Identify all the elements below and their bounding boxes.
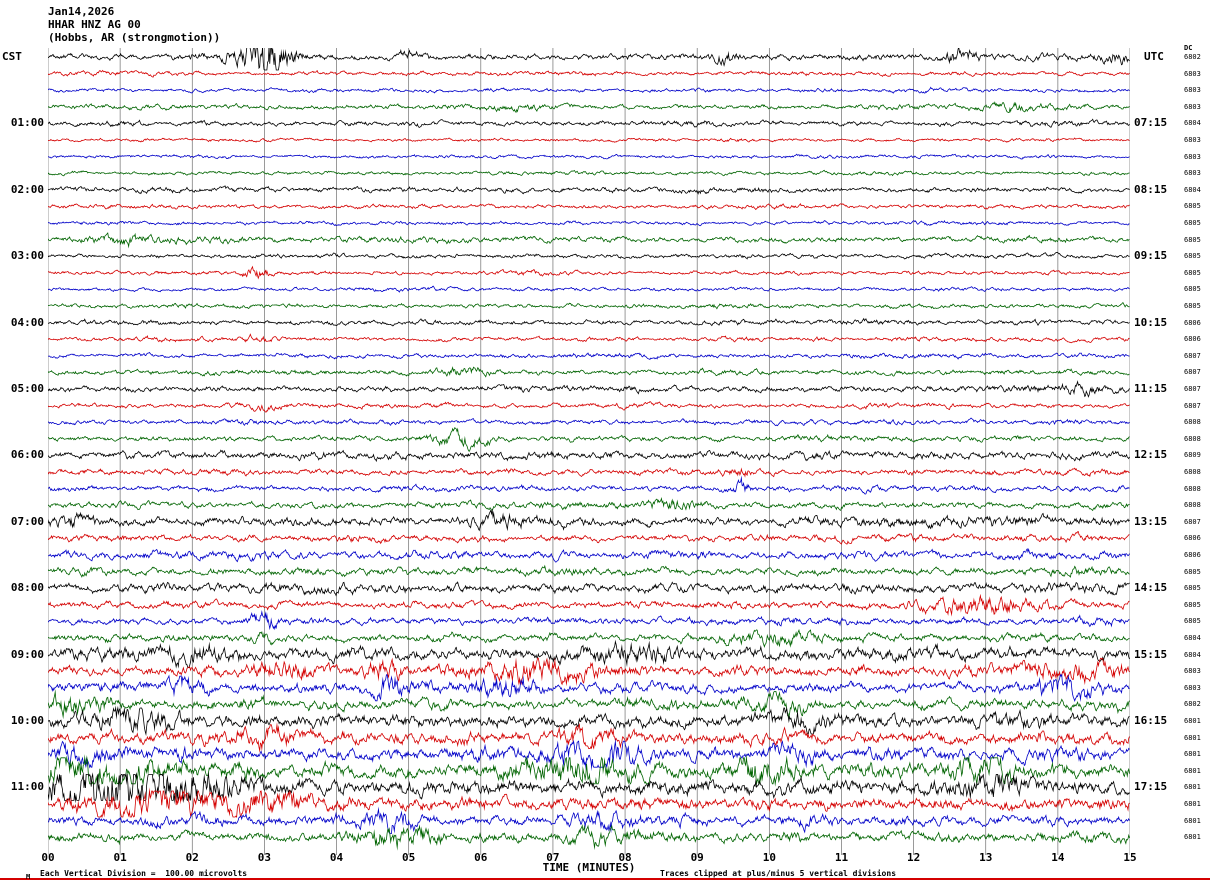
dc-offset-value: 6805 xyxy=(1184,600,1201,609)
right-time-label: 16:15 xyxy=(1134,714,1168,727)
dc-offset-value: 6803 xyxy=(1184,169,1201,178)
dc-offset-value: 6801 xyxy=(1184,833,1201,842)
dc-offset-value: 6807 xyxy=(1184,385,1201,393)
right-time-label: 10:15 xyxy=(1134,315,1168,329)
dc-offset-value: 6808 xyxy=(1184,418,1201,427)
left-time-label: 08:00 xyxy=(10,581,44,595)
dc-offset-value: 6802 xyxy=(1184,700,1201,709)
dc-offset-value: 6805 xyxy=(1184,235,1201,244)
dc-offset-value: 6807 xyxy=(1184,368,1201,377)
dc-offset-value: 6805 xyxy=(1184,285,1201,294)
left-time-label: 03:00 xyxy=(10,249,44,263)
dc-offset-value: 6804 xyxy=(1184,119,1201,128)
header-date: Jan14,2026 xyxy=(48,5,115,18)
right-time-label: 09:15 xyxy=(1134,249,1168,263)
dc-offset-value: 6803 xyxy=(1184,102,1201,111)
x-tick-label: 05 xyxy=(402,851,416,864)
footer-red-rule xyxy=(0,878,1210,880)
header-station-location: (Hobbs, AR (strongmotion)) xyxy=(48,31,221,44)
left-time-label: 11:00 xyxy=(10,780,44,794)
dc-offset-value: 6806 xyxy=(1184,534,1201,543)
right-time-label: 14:15 xyxy=(1134,581,1168,595)
x-tick-label: 10 xyxy=(762,851,776,864)
dc-offset-value: 6805 xyxy=(1184,584,1201,593)
dc-offset-value: 6805 xyxy=(1184,252,1201,261)
seismogram-trace-canvas xyxy=(48,48,1130,855)
right-time-label: 11:15 xyxy=(1134,382,1168,395)
dc-offset-value: 6801 xyxy=(1184,766,1201,775)
dc-offset-value: 6805 xyxy=(1184,268,1201,277)
left-time-label: 05:00 xyxy=(10,382,44,395)
right-timezone-label: UTC xyxy=(1144,50,1164,63)
dc-offset-value: 6806 xyxy=(1184,318,1201,327)
dc-offset-value: 6803 xyxy=(1184,683,1201,692)
left-time-label: 09:00 xyxy=(10,647,44,661)
dc-offset-value: 6801 xyxy=(1184,733,1201,742)
dc-offset-value: 6804 xyxy=(1184,650,1201,659)
right-time-label: 17:15 xyxy=(1134,780,1168,794)
dc-offset-value: 6803 xyxy=(1184,136,1201,144)
x-tick-label: 11 xyxy=(834,851,849,864)
x-tick-label: 04 xyxy=(329,851,344,864)
dc-offset-value: 6805 xyxy=(1184,302,1201,310)
dc-offset-value: 6807 xyxy=(1184,351,1201,360)
dc-column-header: DC xyxy=(1184,44,1193,52)
dc-offset-value: 6806 xyxy=(1184,335,1201,344)
dc-offset-value: 6808 xyxy=(1184,484,1201,493)
x-tick-label: 15 xyxy=(1123,851,1137,864)
dc-offset-value: 6807 xyxy=(1184,401,1201,410)
x-tick-label: 00 xyxy=(41,851,55,864)
dc-offset-value: 6808 xyxy=(1184,501,1201,510)
left-time-label: 10:00 xyxy=(10,714,44,727)
x-tick-label: 06 xyxy=(474,851,488,864)
dc-offset-value: 6804 xyxy=(1184,634,1201,642)
dc-offset-value: 6806 xyxy=(1184,551,1201,559)
dc-offset-value: 6801 xyxy=(1184,750,1201,759)
dc-offset-value: 6801 xyxy=(1184,816,1201,825)
x-tick-label: 03 xyxy=(257,851,272,864)
left-timezone-label: CST xyxy=(2,50,22,63)
dc-offset-value: 6809 xyxy=(1184,451,1201,460)
dc-offset-value: 6805 xyxy=(1184,202,1201,211)
dc-offset-value: 6801 xyxy=(1184,783,1201,792)
x-tick-label: 01 xyxy=(113,851,127,864)
right-time-label: 08:15 xyxy=(1134,182,1168,196)
x-tick-label: 12 xyxy=(906,851,921,864)
left-time-label: 04:00 xyxy=(10,315,44,329)
x-tick-label: 09 xyxy=(690,851,704,864)
dc-offset-value: 6808 xyxy=(1184,468,1201,476)
right-time-label: 13:15 xyxy=(1134,514,1168,528)
header-station-code: HHAR HNZ AG 00 xyxy=(48,18,141,31)
left-time-label: 02:00 xyxy=(10,182,44,196)
corner-mark: M xyxy=(26,873,31,881)
dc-offset-value: 6801 xyxy=(1184,717,1201,725)
right-time-label: 07:15 xyxy=(1134,116,1168,130)
dc-offset-value: 6808 xyxy=(1184,434,1201,443)
x-tick-label: 07 xyxy=(546,851,560,864)
dc-offset-value: 6803 xyxy=(1184,667,1201,676)
dc-offset-value: 6807 xyxy=(1184,517,1201,526)
dc-offset-value: 6803 xyxy=(1184,69,1201,78)
dc-offset-value: 6804 xyxy=(1184,185,1201,194)
dc-offset-value: 6803 xyxy=(1184,86,1201,95)
dc-offset-value: 6805 xyxy=(1184,219,1201,227)
dc-offset-value: 6801 xyxy=(1184,800,1201,808)
left-time-label: 07:00 xyxy=(10,514,44,528)
vertical-division-note: Each Vertical Division = 100.00 microvol… xyxy=(40,869,248,878)
x-tick-label: 02 xyxy=(185,851,199,864)
x-tick-label: 14 xyxy=(1051,851,1065,864)
x-axis-title: TIME (MINUTES) xyxy=(542,861,636,874)
clipping-note: Traces clipped at plus/minus 5 vertical … xyxy=(660,869,897,878)
x-tick-label: 08 xyxy=(618,851,632,864)
dc-offset-value: 6802 xyxy=(1184,53,1201,61)
x-tick-label: 13 xyxy=(979,851,993,864)
dc-offset-value: 6805 xyxy=(1184,567,1201,576)
dc-offset-value: 6805 xyxy=(1184,617,1201,626)
right-time-label: 12:15 xyxy=(1134,448,1168,462)
left-time-label: 06:00 xyxy=(10,448,44,462)
right-time-label: 15:15 xyxy=(1134,647,1168,661)
left-time-label: 01:00 xyxy=(10,116,44,130)
dc-offset-value: 6803 xyxy=(1184,152,1201,161)
